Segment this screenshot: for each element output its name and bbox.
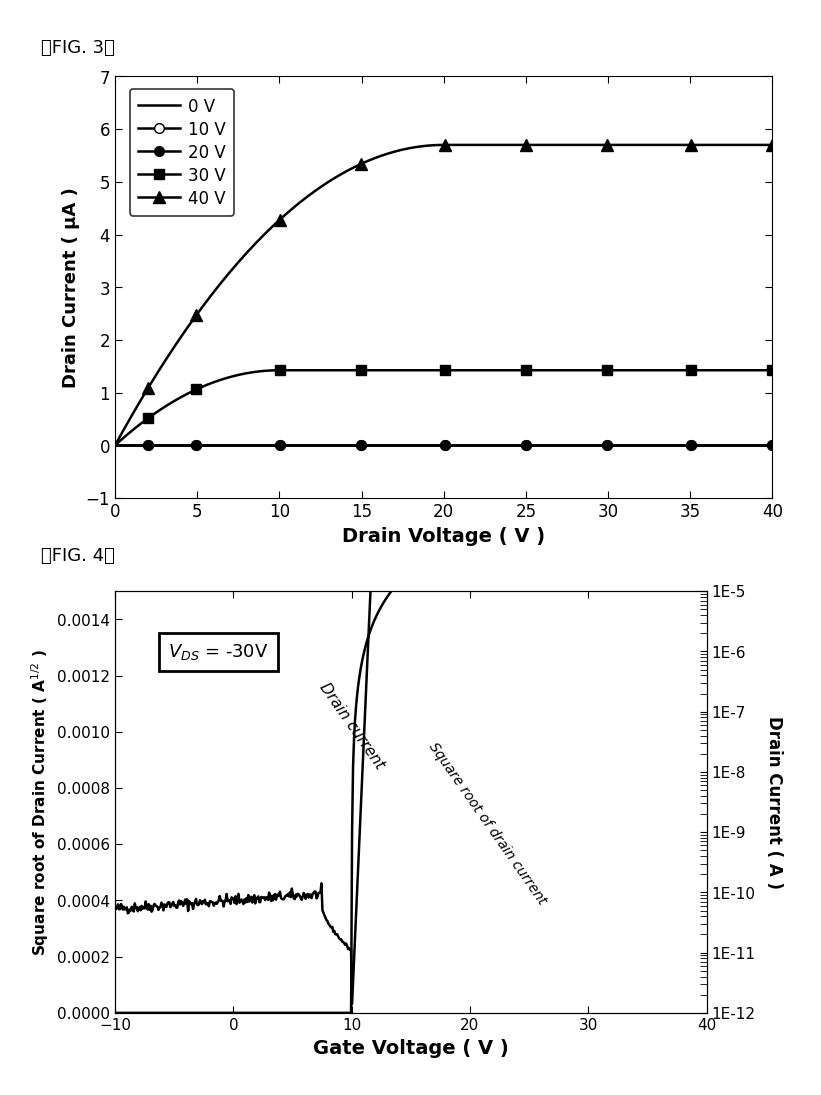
30 V xyxy=(110,439,120,452)
40 V xyxy=(514,139,524,152)
0 V xyxy=(499,439,509,452)
30 V xyxy=(708,364,718,377)
Y-axis label: Drain Current ( A ): Drain Current ( A ) xyxy=(764,716,782,888)
30 V xyxy=(666,364,676,377)
20 V xyxy=(767,439,777,452)
10 V xyxy=(112,439,122,452)
30 V xyxy=(275,364,285,377)
40 V xyxy=(767,139,777,152)
20 V xyxy=(705,439,715,452)
0 V xyxy=(705,439,715,452)
20 V xyxy=(501,439,511,452)
X-axis label: Drain Voltage ( V ): Drain Voltage ( V ) xyxy=(342,527,545,545)
30 V xyxy=(501,364,511,377)
30 V xyxy=(503,364,513,377)
Text: 』FIG. 3』: 』FIG. 3』 xyxy=(41,38,115,57)
20 V xyxy=(110,439,120,452)
40 V xyxy=(666,139,676,152)
20 V xyxy=(512,439,522,452)
30 V xyxy=(767,364,777,377)
0 V xyxy=(767,439,777,452)
40 V xyxy=(439,139,449,152)
Line: 30 V: 30 V xyxy=(110,366,777,450)
10 V xyxy=(501,439,511,452)
Line: 40 V: 40 V xyxy=(109,139,777,451)
0 V xyxy=(501,439,511,452)
10 V xyxy=(499,439,509,452)
0 V xyxy=(663,439,673,452)
Text: 』FIG. 4』: 』FIG. 4』 xyxy=(41,546,115,565)
10 V xyxy=(110,439,120,452)
0 V xyxy=(112,439,122,452)
30 V xyxy=(514,364,524,377)
0 V xyxy=(110,439,120,452)
Legend: 0 V, 10 V, 20 V, 30 V, 40 V: 0 V, 10 V, 20 V, 30 V, 40 V xyxy=(130,89,234,216)
40 V xyxy=(112,435,122,448)
20 V xyxy=(663,439,673,452)
10 V xyxy=(767,439,777,452)
0 V xyxy=(512,439,522,452)
Line: 20 V: 20 V xyxy=(110,440,777,450)
Line: 10 V: 10 V xyxy=(110,440,777,450)
20 V xyxy=(499,439,509,452)
X-axis label: Gate Voltage ( V ): Gate Voltage ( V ) xyxy=(313,1038,508,1058)
10 V xyxy=(705,439,715,452)
40 V xyxy=(501,139,511,152)
40 V xyxy=(110,439,120,452)
40 V xyxy=(503,139,513,152)
10 V xyxy=(512,439,522,452)
30 V xyxy=(112,437,122,450)
10 V xyxy=(663,439,673,452)
Y-axis label: Drain Current ( μA ): Drain Current ( μA ) xyxy=(62,187,80,388)
Text: $V_{DS}$ = -30V: $V_{DS}$ = -30V xyxy=(168,642,268,661)
Text: Drain current: Drain current xyxy=(316,680,387,772)
40 V xyxy=(708,139,718,152)
20 V xyxy=(112,439,122,452)
Text: Square root of drain current: Square root of drain current xyxy=(426,739,548,907)
Y-axis label: Square root of Drain Current ( A$^{1/2}$ ): Square root of Drain Current ( A$^{1/2}$… xyxy=(30,648,52,956)
